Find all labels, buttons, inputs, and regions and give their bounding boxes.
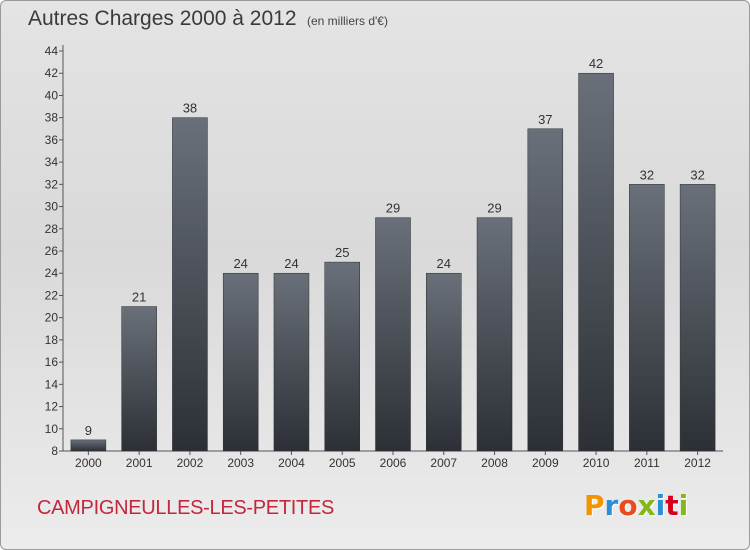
y-tick-label: 20 — [45, 311, 59, 325]
bar-2003 — [222, 272, 259, 452]
y-tick-label: 14 — [45, 377, 59, 391]
x-tick-label-2012: 2012 — [684, 456, 711, 470]
data-label-2003: 24 — [233, 256, 247, 271]
bar-2011 — [629, 184, 665, 452]
data-label-2004: 24 — [284, 256, 298, 271]
chart-title: Autres Charges 2000 à 2012 — [28, 7, 297, 30]
logo-letter: i — [678, 489, 689, 522]
y-tick-label: 12 — [45, 400, 59, 414]
bar-2009 — [527, 128, 564, 452]
bar-2012 — [679, 184, 716, 452]
y-tick-label: 16 — [45, 355, 59, 369]
y-tick-label: 32 — [45, 177, 59, 191]
data-labels: 9 21 38 24 24 25 29 24 29 37 42 32 32 — [85, 56, 705, 438]
logo-letter: o — [618, 489, 638, 522]
y-tick-label: 22 — [45, 288, 59, 302]
bar-2001 — [121, 306, 157, 452]
bar-2002 — [172, 117, 208, 452]
data-label-2011: 32 — [640, 167, 654, 182]
data-label-2007: 24 — [437, 256, 451, 271]
bar-2005 — [324, 261, 360, 452]
data-label-2005: 25 — [335, 245, 349, 260]
y-tick-label: 40 — [45, 88, 59, 102]
y-tick-label: 30 — [45, 200, 59, 214]
bars — [70, 72, 716, 452]
x-tick-label-2002: 2002 — [177, 456, 204, 470]
x-tick-label-2001: 2001 — [126, 456, 153, 470]
y-tick-label: 42 — [45, 66, 59, 80]
bar-2007 — [426, 272, 462, 452]
logo-letter: P — [584, 489, 605, 522]
data-label-2010: 42 — [589, 56, 603, 71]
y-tick-label: 38 — [45, 111, 59, 125]
bar-2008 — [476, 217, 513, 452]
logo-letter: x — [637, 489, 656, 522]
x-tick-label-2004: 2004 — [278, 456, 305, 470]
x-tick-label-2000: 2000 — [75, 456, 102, 470]
x-tick-label-2011: 2011 — [634, 456, 660, 470]
logo-letter: i — [655, 489, 666, 522]
commune-name: CAMPIGNEULLES-LES-PETITES — [37, 497, 335, 519]
x-tick-label-2008: 2008 — [481, 456, 508, 470]
y-tick-label: 18 — [45, 333, 59, 347]
proxiti-logo: Proxiti — [584, 489, 688, 522]
y-tick-label: 28 — [45, 222, 59, 236]
y-tick-label: 44 — [45, 44, 59, 58]
bar-2000 — [70, 439, 107, 452]
chart-unit: (en milliers d'€) — [307, 14, 388, 28]
y-tick-label: 34 — [45, 155, 59, 169]
x-tick-label-2009: 2009 — [532, 456, 559, 470]
y-tick-label: 26 — [45, 244, 59, 258]
y-tick-label: 36 — [45, 133, 59, 147]
bar-2010 — [578, 72, 614, 452]
y-tick-label: 8 — [51, 444, 58, 458]
y-tick-label: 24 — [45, 266, 59, 280]
data-label-2000: 9 — [85, 423, 92, 438]
x-tick-label-2003: 2003 — [227, 456, 254, 470]
logo-letter: t — [665, 489, 679, 522]
data-label-2001: 21 — [132, 290, 146, 305]
bar-2004 — [273, 272, 310, 452]
data-label-2012: 32 — [690, 167, 704, 182]
x-tick-label-2007: 2007 — [430, 456, 457, 470]
x-tick-label-2010: 2010 — [583, 456, 610, 470]
bar-2006 — [375, 217, 411, 452]
x-tick-label-2006: 2006 — [380, 456, 407, 470]
bar-chart: 8 10 12 14 16 18 20 22 24 26 28 30 32 34 36 38 40 42 44 200… — [45, 44, 723, 470]
data-label-2002: 38 — [183, 101, 197, 116]
y-tick-label: 10 — [45, 422, 59, 436]
data-label-2006: 29 — [386, 201, 400, 216]
data-label-2008: 29 — [487, 201, 501, 216]
logo-letter: r — [604, 489, 619, 522]
data-label-2009: 37 — [538, 112, 552, 127]
x-tick-label-2005: 2005 — [329, 456, 356, 470]
